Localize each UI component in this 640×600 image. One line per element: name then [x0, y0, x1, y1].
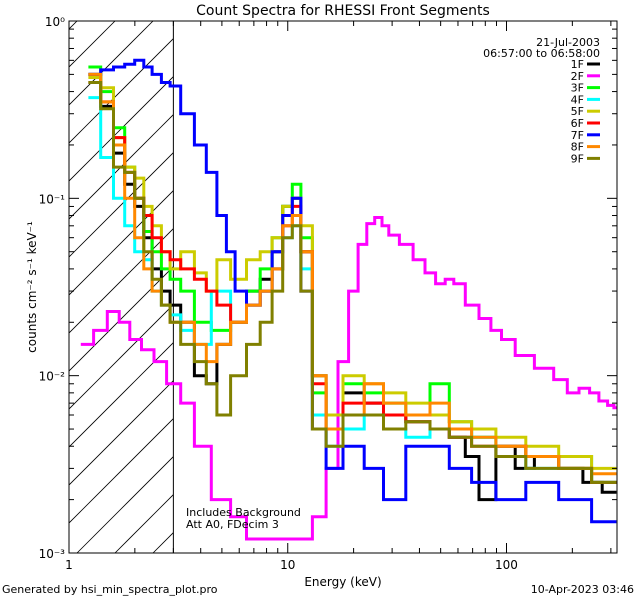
x-axis-label: Energy (keV) — [304, 575, 381, 589]
legend-label-7F: 7F — [571, 129, 584, 142]
legend-label-4F: 4F — [571, 93, 584, 106]
legend-label-9F: 9F — [571, 152, 584, 165]
legend-time-range: 06:57:00 to 06:58:00 — [483, 47, 600, 60]
y-axis-label: counts cm⁻² s⁻¹ keV⁻¹ — [25, 221, 39, 353]
series-line-9F — [88, 81, 617, 484]
legend-label-1F: 1F — [571, 58, 584, 71]
y-tick-label: 10⁰ — [45, 15, 65, 29]
series-line-5F — [88, 76, 617, 470]
footer-timestamp: 10-Apr-2023 03:46 — [530, 583, 634, 596]
y-tick-label: 10⁻² — [39, 370, 66, 384]
series-line-6F — [88, 81, 617, 484]
x-tick-label: 100 — [495, 558, 518, 572]
legend-label-2F: 2F — [571, 70, 584, 83]
chart-title: Count Spectra for RHESSI Front Segments — [196, 3, 490, 19]
series-line-1F — [88, 72, 617, 502]
series-line-3F — [88, 65, 617, 484]
plot-frame — [68, 20, 618, 554]
legend-label-6F: 6F — [571, 117, 584, 130]
legend-label-8F: 8F — [571, 141, 584, 154]
annotation-line: Includes Background — [186, 506, 301, 519]
y-tick-label: 10⁻¹ — [39, 192, 66, 206]
legend-label-3F: 3F — [571, 82, 584, 95]
legend-date: 21-Jul-2003 — [536, 36, 600, 49]
annotation-line: Att A0, FDecim 3 — [186, 518, 279, 531]
x-tick-label: 10 — [280, 558, 295, 572]
footer-generated-by: Generated by hsi_min_spectra_plot.pro — [2, 583, 218, 596]
legend-label-5F: 5F — [571, 105, 584, 118]
x-tick-label: 1 — [65, 558, 73, 572]
y-tick-label: 10⁻³ — [39, 547, 66, 561]
series-line-2F — [80, 216, 617, 541]
